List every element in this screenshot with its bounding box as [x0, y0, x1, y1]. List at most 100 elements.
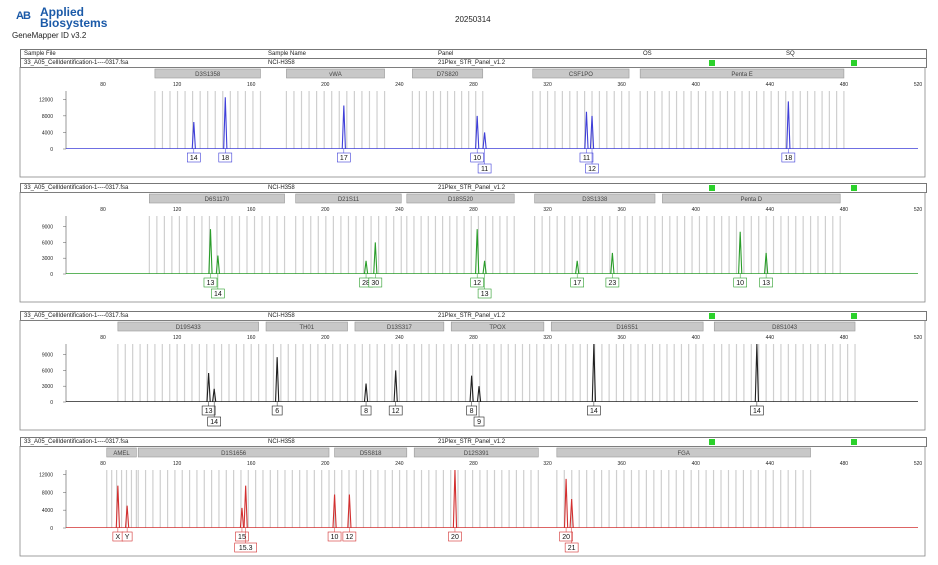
allele-call-box [559, 531, 573, 542]
allele-call-box [477, 288, 492, 299]
x-tick-label: 240 [395, 82, 404, 88]
allele-call: 17 [337, 149, 351, 163]
allele-call: 12 [585, 149, 599, 174]
signal-peak [482, 260, 487, 275]
allele-call: 13 [203, 274, 218, 288]
allele-call-label: X [116, 534, 121, 541]
x-tick-label: 480 [840, 461, 849, 467]
column-sq: SQ [786, 51, 795, 57]
allele-call-label: 9 [477, 419, 481, 426]
sq-status-indicator [851, 60, 857, 66]
locus-marker: D8S1043 [713, 321, 856, 332]
allele-call-label: 14 [590, 408, 598, 415]
y-tick-label: 0 [50, 147, 53, 153]
allele-call-box [733, 277, 747, 288]
signal-peak [563, 478, 569, 529]
allele-call-box [327, 531, 342, 542]
x-tick-label: 480 [840, 207, 849, 213]
allele-call-label: 12 [392, 408, 400, 415]
locus-marker: D19S433 [117, 321, 259, 332]
allele-call: 10 [327, 528, 342, 542]
x-tick-label: 240 [395, 335, 404, 341]
locus-marker-label: D1S1656 [221, 451, 247, 457]
x-tick-label: 400 [692, 461, 701, 467]
locus-marker: Penta D [662, 193, 841, 204]
locus-marker-box [556, 447, 811, 458]
locus-marker-box [154, 68, 261, 79]
sample-file: 33_A05_CellIdentification-1----0317.fsa [24, 313, 129, 319]
locus-marker-label: D21S11 [338, 197, 360, 203]
allele-call-label: 12 [473, 280, 481, 287]
locus-marker: vWA [286, 68, 385, 79]
allele-call-box [218, 152, 233, 163]
signal-peak [274, 357, 280, 403]
x-tick-label: 520 [914, 335, 923, 341]
sq-status-indicator [851, 313, 857, 319]
panel-name: 21Plex_STR_Panel_v1.2 [438, 439, 506, 445]
x-tick-label: 80 [100, 207, 106, 213]
signal-peak [754, 343, 760, 403]
x-tick-label: 520 [914, 82, 923, 88]
panel-frame [19, 192, 926, 303]
signal-peak [208, 229, 213, 275]
allele-call-box [201, 405, 216, 416]
allele-call: Y [121, 528, 133, 542]
allele-call-box [570, 277, 585, 288]
locus-marker-label: D7S820 [437, 72, 459, 78]
column-panel: Panel [438, 51, 454, 57]
electropherogram-plot: D6S1170 D21S11 D18S520 D3S1338 Penta D80 120 1… [19, 192, 926, 303]
x-tick-label: 80 [100, 335, 106, 341]
allele-call: 12 [470, 274, 484, 288]
allele-call-label: 17 [340, 155, 348, 162]
locus-marker-box [265, 321, 348, 332]
signal-peak [393, 370, 398, 403]
y-tick-label: 9000 [42, 225, 53, 231]
locus-marker-label: D19S433 [176, 325, 202, 331]
allele-call-label: 28 [362, 280, 370, 287]
panel-frame [19, 67, 926, 178]
signal-peak [482, 132, 487, 150]
allele-call-label: 30 [371, 280, 379, 287]
allele-call-label: 8 [470, 408, 474, 415]
signal-peak [223, 97, 228, 150]
signal-peak [589, 115, 595, 150]
allele-call-label: 23 [608, 280, 616, 287]
signal-peak [341, 105, 346, 150]
allele-call-box [473, 416, 485, 427]
allele-call: 12 [388, 402, 403, 416]
allele-call-box [207, 416, 221, 427]
x-tick-label: 440 [766, 461, 775, 467]
allele-call: 15.3 [234, 528, 257, 553]
allele-call-label: 10 [736, 280, 744, 287]
allele-call: 11 [579, 149, 594, 163]
sample-name: NCI-H358 [268, 185, 295, 191]
locus-marker: AMEL [106, 447, 137, 458]
allele-call: 8 [360, 402, 372, 416]
x-tick-label: 80 [100, 461, 106, 467]
x-tick-label: 200 [321, 82, 330, 88]
allele-call: 14 [207, 402, 221, 427]
locus-marker-label: FGA [678, 451, 690, 457]
signal-peak [610, 252, 615, 275]
x-tick-label: 280 [469, 335, 478, 341]
allele-call: 12 [342, 528, 357, 542]
panel-frame [19, 446, 926, 557]
locus-marker-label: D12S391 [464, 451, 490, 457]
allele-call: 10 [733, 274, 747, 288]
allele-call: 14 [187, 149, 201, 163]
x-tick-label: 120 [173, 461, 182, 467]
signal-peak [569, 498, 574, 529]
allele-call-box [759, 277, 773, 288]
x-tick-label: 480 [840, 335, 849, 341]
allele-call: 14 [211, 274, 225, 299]
applied-biosystems-wordmark: Applied Biosystems [40, 5, 108, 30]
x-tick-label: 240 [395, 207, 404, 213]
signal-peak [469, 375, 474, 403]
allele-call: 23 [605, 274, 620, 288]
column-os: OS [643, 51, 652, 57]
locus-marker-label: Penta D [740, 197, 762, 203]
allele-call: 8 [466, 402, 477, 416]
y-tick-label: 4000 [42, 508, 53, 514]
allele-call-box [470, 277, 484, 288]
signal-peak [363, 260, 369, 275]
